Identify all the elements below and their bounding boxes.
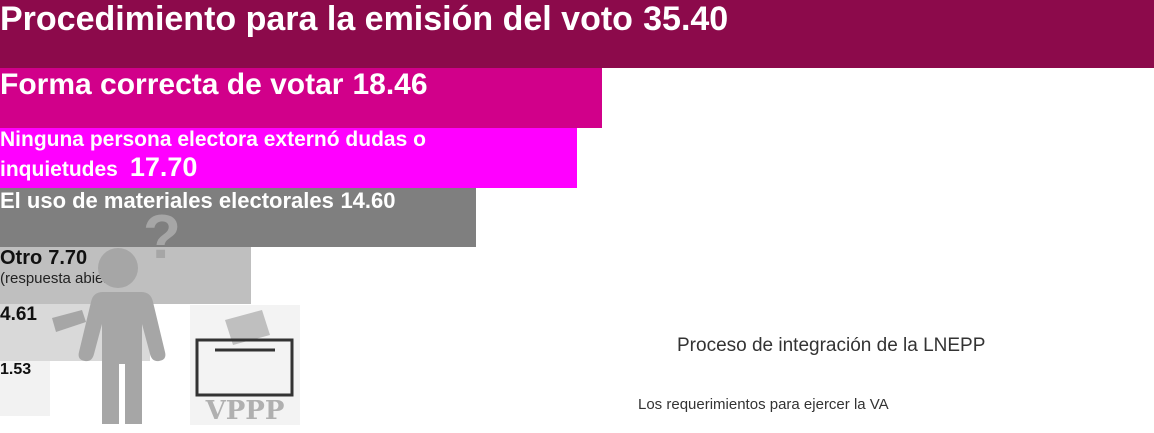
bar-label: Otro xyxy=(0,247,43,269)
funnel-bar: Forma correcta de votar 18.46 xyxy=(0,68,602,128)
funnel-bar: Ninguna persona electora externó dudas o… xyxy=(0,128,577,188)
funnel-bar: El uso de materiales electorales 14.60 xyxy=(0,188,476,247)
value-label: 17.70 xyxy=(129,152,198,183)
bar-label: El uso de materiales electorales xyxy=(0,188,334,213)
value-label: 1.53 xyxy=(0,361,32,378)
voter-icon: ? VPPP xyxy=(52,203,300,426)
svg-text:?: ? xyxy=(143,203,181,272)
icon-label: VPPP xyxy=(205,396,285,426)
value-label: 4.61 xyxy=(0,304,37,325)
value-label: 35.40 xyxy=(643,0,729,38)
outside-label: Proceso de integración de la LNEPP xyxy=(677,334,986,356)
outside-label: Los requerimientos para ejercer la VA xyxy=(638,395,889,413)
bar-label: Forma correcta de votar xyxy=(0,68,344,101)
bar-label: Ninguna persona electora externó dudas o… xyxy=(0,128,426,182)
bar-label: Procedimiento para la emisión del voto xyxy=(0,0,633,38)
value-label: 7.70 xyxy=(48,247,88,269)
annotation: (respuesta abierta) xyxy=(0,270,126,287)
bar-title: Otro 7.70 xyxy=(0,247,251,270)
value-label: 18.46 xyxy=(352,68,428,101)
value-label: 14.60 xyxy=(340,188,396,213)
funnel-bar: Procedimiento para la emisión del voto 35… xyxy=(0,0,1154,68)
funnel-bar: 1.53 xyxy=(0,361,50,416)
